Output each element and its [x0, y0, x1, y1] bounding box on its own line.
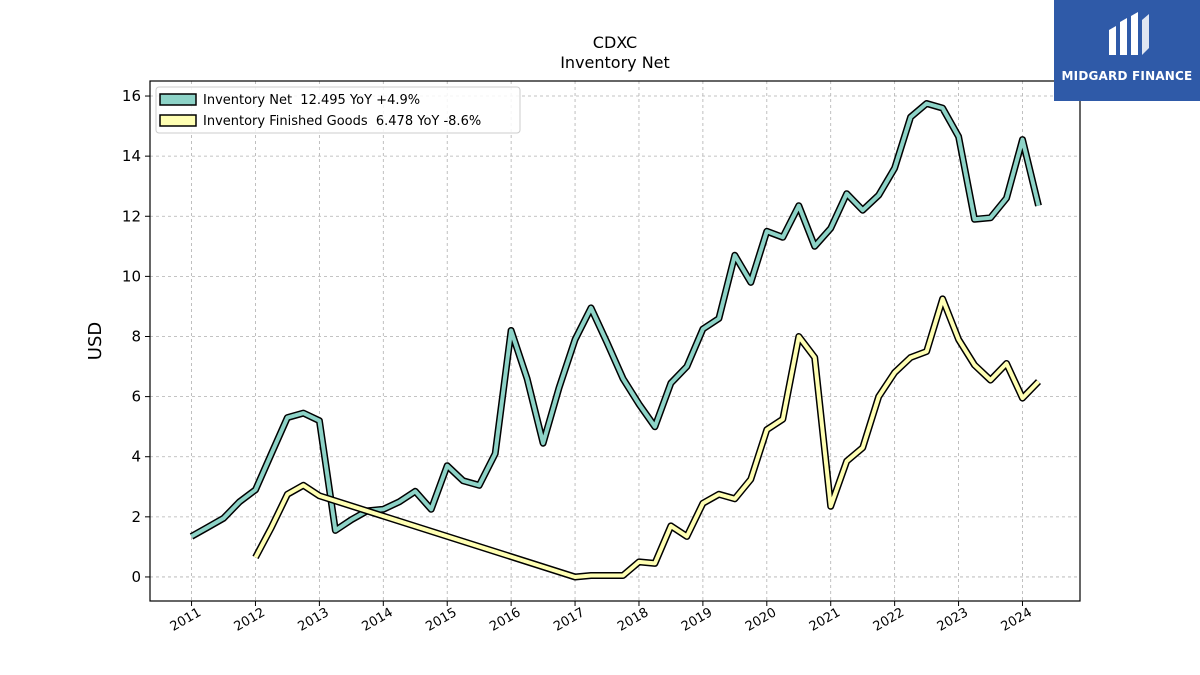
y-tick-label: 2	[131, 508, 141, 526]
x-tick-label: 2023	[935, 605, 971, 635]
x-axis: 2011 2012 2013 2014 2015 2016 2017 2018 2019 2020…	[168, 601, 1035, 635]
y-axis-label: USD	[85, 322, 106, 360]
series-outline-inventory-net	[189, 100, 1042, 540]
y-tick-label: 16	[122, 87, 141, 105]
x-tick-label: 2012	[232, 605, 268, 635]
y-tick-label: 6	[131, 388, 141, 406]
legend-label-inventory-net: Inventory Net 12.495 YoY +4.9%	[203, 93, 420, 108]
series-outline-inventory-finished-goods	[252, 295, 1042, 581]
x-tick-label: 2018	[615, 605, 651, 635]
legend-box	[155, 86, 521, 134]
grid	[150, 81, 1080, 601]
x-tick-label: 2011	[168, 605, 204, 635]
chart-title: CDXC	[593, 33, 637, 52]
chart-subtitle: Inventory Net	[560, 53, 670, 72]
x-tick-label: 2022	[871, 605, 907, 635]
y-tick-label: 8	[131, 327, 141, 345]
y-tick-label: 4	[131, 448, 141, 466]
x-tick-label: 2024	[999, 605, 1035, 635]
y-axis: 0 2 4 6 8 10 12 14 16	[122, 87, 150, 586]
y-tick-label: 12	[122, 207, 141, 225]
y-tick-label: 0	[131, 568, 141, 586]
x-tick-label: 2014	[359, 605, 395, 635]
y-tick-label: 10	[122, 267, 141, 285]
brand-logo: MIDGARD FINANCE	[1054, 0, 1200, 101]
series-line-inventory-net	[190, 101, 1041, 539]
x-tick-label: 2020	[743, 605, 779, 635]
legend: Inventory Net 12.495 YoY +4.9% Inventory…	[155, 86, 521, 134]
x-tick-label: 2019	[679, 605, 715, 635]
plot-frame	[149, 80, 1081, 602]
series-layer	[189, 100, 1042, 581]
x-tick-label: 2017	[551, 605, 587, 635]
x-tick-label: 2013	[296, 605, 332, 635]
x-tick-label: 2015	[423, 605, 459, 635]
brand-name: MIDGARD FINANCE	[1061, 69, 1193, 83]
x-tick-label: 2021	[807, 605, 843, 635]
legend-swatch-inventory-finished-goods	[159, 114, 197, 127]
series-line-inventory-finished-goods	[253, 296, 1040, 579]
y-tick-label: 14	[122, 147, 141, 165]
x-tick-label: 2016	[487, 605, 523, 635]
legend-swatch-inventory-net	[159, 93, 197, 106]
midgard-logo-icon	[1109, 12, 1149, 55]
legend-label-inventory-finished-goods: Inventory Finished Goods 6.478 YoY -8.6%	[203, 114, 481, 129]
